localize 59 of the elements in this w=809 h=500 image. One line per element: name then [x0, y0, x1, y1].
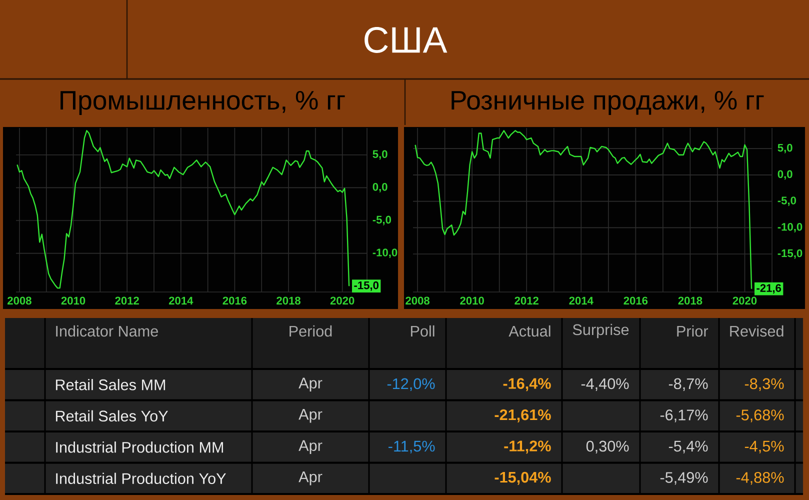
x-tick-label: 2008: [8, 296, 32, 305]
text: Apr: [298, 378, 322, 392]
y-tick-label: -10,0: [778, 222, 802, 232]
text: Apr: [298, 472, 322, 486]
x-tick-label: 2010: [460, 296, 484, 305]
x-tick-label: 2016: [624, 296, 648, 305]
x-tick-label: 2014: [569, 296, 594, 305]
text: США: [364, 27, 448, 53]
y-tick-label: 5,0: [778, 144, 792, 154]
x-tick-label: 2014: [168, 296, 194, 305]
x-tick-label: 2020: [330, 296, 354, 305]
y-tick-label: -5,0: [778, 196, 796, 206]
chart-title: Промышленность, % гг: [60, 90, 345, 116]
text: -15,04%: [494, 472, 551, 485]
x-tick-label: 2020: [732, 296, 757, 305]
x-tick-label: 2008: [406, 296, 430, 305]
x-tick-label: 2010: [61, 296, 86, 305]
category-label: Poll: [410, 325, 434, 337]
category-label: Retail Sales MM: [56, 379, 166, 390]
y-tick-label: 0,0: [372, 182, 388, 192]
category-label: Actual: [508, 325, 550, 337]
text: -4,40%: [581, 378, 629, 391]
text: -6,17%: [660, 410, 708, 422]
y-tick-label: -15,0: [778, 249, 802, 259]
x-tick-label: 2012: [115, 296, 139, 305]
text: -4,5%: [744, 440, 784, 454]
category-label: Period: [290, 325, 332, 337]
text: -4,88%: [736, 472, 784, 485]
category-label: Surprise: [572, 324, 629, 338]
x-tick-label: 2012: [514, 296, 538, 305]
data-label: -21,6: [756, 284, 782, 294]
category-label: Prior: [677, 325, 708, 337]
y-tick-label: -5,0: [372, 216, 392, 226]
y-tick-label: 0,0: [778, 170, 792, 180]
category-label: Retail Sales YoY: [56, 410, 168, 422]
text: -5,49%: [660, 472, 708, 485]
category-label: Revised: [730, 325, 784, 337]
text: 0,30%: [586, 440, 629, 454]
text: -5,4%: [668, 440, 708, 454]
x-tick-label: 2018: [276, 296, 300, 305]
category-label: Industrial Production YoY: [56, 472, 226, 484]
text: -11,5%: [388, 440, 435, 454]
text: -8,7%: [668, 378, 708, 391]
text: -12,0%: [387, 378, 435, 391]
category-label: Industrial Production MM: [56, 442, 223, 453]
data-label: -15,0: [354, 281, 379, 291]
text: Apr: [298, 440, 322, 454]
text: -16,4%: [503, 378, 551, 392]
text: -5,68%: [736, 410, 784, 422]
chart-title: Розничные продажи, % гг: [452, 90, 764, 116]
text: Apr: [298, 409, 322, 423]
text: -8,3%: [744, 378, 784, 391]
text: Indicator Name: [56, 325, 158, 337]
y-tick-label: 5,0: [372, 150, 388, 160]
text: -21,61%: [494, 409, 551, 422]
y-tick-label: -10,0: [372, 248, 398, 258]
x-tick-label: 2018: [678, 296, 702, 305]
x-tick-label: 2016: [222, 296, 247, 305]
text: -11,2%: [504, 440, 551, 454]
